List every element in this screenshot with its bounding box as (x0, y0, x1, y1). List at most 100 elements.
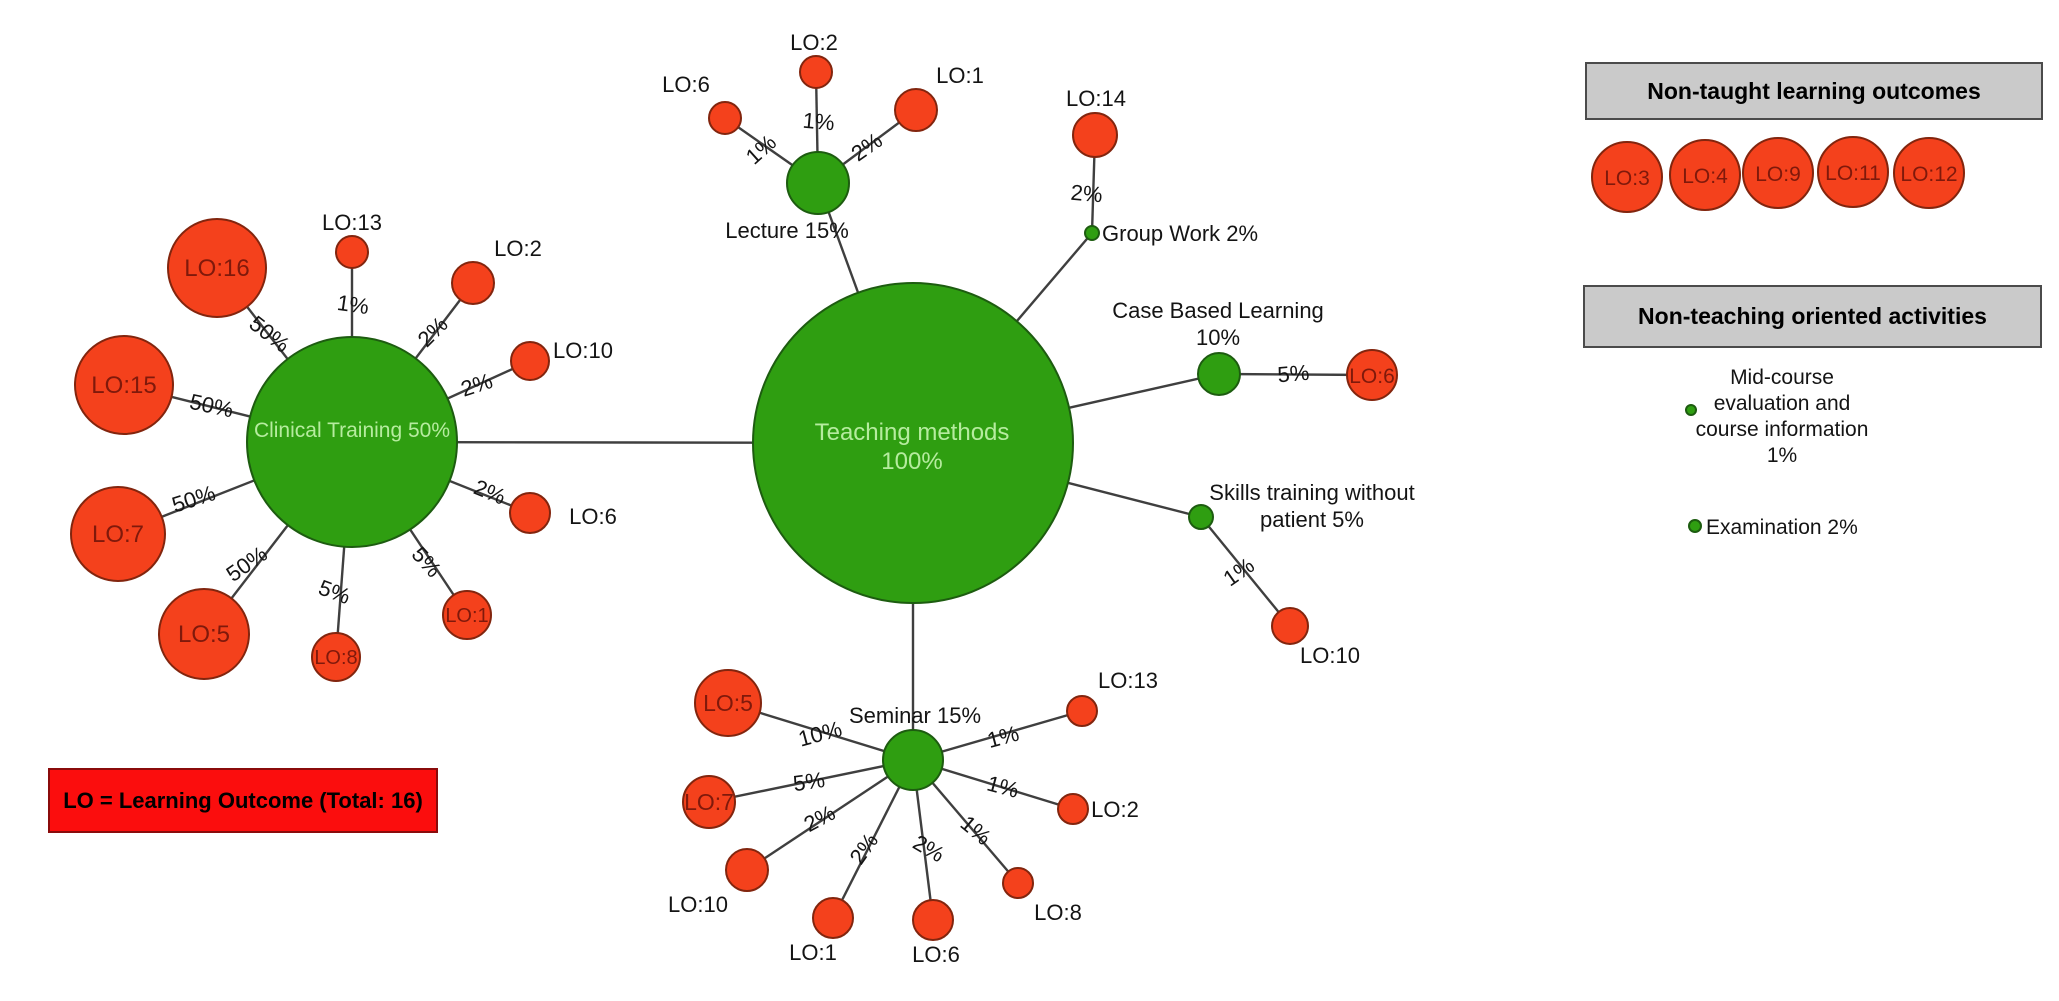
edge-label-case-based-learning-cbl-lo6: 5% (1276, 360, 1310, 388)
sem-lo6-label: LO:6 (912, 942, 960, 967)
gw-lo14-label: LO:14 (1066, 86, 1126, 111)
sem-lo1-circle (812, 897, 854, 939)
lec-lo2-label: LO:2 (790, 30, 838, 55)
lec-lo1-circle (894, 88, 938, 132)
lec-lo6-circle (708, 101, 742, 135)
nt-lo9-circle (1742, 137, 1814, 209)
examination-dot-circle (1688, 519, 1702, 533)
case-based-learning-circle (1197, 352, 1241, 396)
nt-lo3-label: LO:3 (1604, 167, 1650, 190)
edge-label-clinical-training-ct-lo10: 2% (458, 368, 496, 402)
edge-label-seminar-sem-lo2: 1% (984, 771, 1021, 803)
ct-lo1-circle (442, 590, 492, 640)
group-work-label: Group Work 2% (1102, 221, 1258, 246)
ct-lo2-circle (451, 261, 495, 305)
lec-lo6-label: LO:6 (662, 72, 710, 97)
sem-lo8-circle (1002, 867, 1034, 899)
case-based-learning-label: Case Based Learning 10% (1112, 298, 1324, 350)
sem-lo6-circle (912, 899, 954, 941)
lec-lo1-label: LO:1 (936, 63, 984, 88)
cbl-lo6-label: LO:6 (1349, 365, 1395, 388)
sem-lo10-circle (725, 848, 769, 892)
sem-lo2-label: LO:2 (1091, 797, 1139, 822)
edge-label-seminar-sem-lo6: 2% (909, 830, 949, 868)
skills-training-circle (1188, 504, 1214, 530)
sem-lo2-circle (1057, 793, 1089, 825)
ct-lo8-circle (311, 632, 361, 682)
sem-lo7-label: LO:7 (684, 789, 734, 815)
st-lo10-circle (1271, 607, 1309, 645)
sem-lo7-circle (682, 775, 736, 829)
midcourse-label: Mid-course evaluation and course informati… (1696, 366, 1869, 467)
nt-lo3-circle (1591, 141, 1663, 213)
ct-lo2-label: LO:2 (494, 236, 542, 261)
sem-lo13-label: LO:13 (1098, 668, 1158, 693)
nt-lo4-circle (1669, 139, 1741, 211)
ct-lo13-label: LO:13 (322, 210, 382, 235)
ct-lo10-label: LO:10 (553, 338, 613, 363)
teaching-methods-circle (752, 282, 1074, 604)
ct-lo16-label: LO:16 (184, 255, 249, 282)
ct-lo10-circle (510, 341, 550, 381)
edge-label-seminar-sem-lo1: 2% (844, 829, 883, 869)
non-teaching-activities-header: Non-teaching oriented activities (1583, 285, 2042, 348)
edge-label-skills-training-st-lo10: 1% (1219, 552, 1259, 591)
sem-lo5-circle (694, 669, 762, 737)
edge-label-clinical-training-ct-lo8: 5% (315, 575, 353, 609)
lecture-label: Lecture 15% (725, 218, 849, 243)
sem-lo1-label: LO:1 (789, 940, 837, 965)
edge-label-seminar-sem-lo5: 10% (796, 716, 845, 752)
ct-lo5-circle (158, 588, 250, 680)
group-work-circle (1084, 225, 1100, 241)
nt-lo9-label: LO:9 (1755, 163, 1801, 186)
ct-lo7-circle (70, 486, 166, 582)
non-taught-outcomes-header: Non-taught learning outcomes (1585, 62, 2043, 120)
edge-label-clinical-training-ct-lo6: 2% (470, 475, 509, 510)
edge-label-seminar-sem-lo7: 5% (791, 767, 826, 796)
sem-lo5-label: LO:5 (703, 690, 753, 716)
nt-lo12-label: LO:12 (1900, 163, 1957, 186)
seminar-circle (882, 729, 944, 791)
ct-lo15-circle (74, 335, 174, 435)
edge-seminar-sem-lo7 (708, 758, 914, 804)
edge-label-seminar-sem-lo13: 1% (984, 721, 1021, 753)
sem-lo13-circle (1066, 695, 1098, 727)
ct-lo15-label: LO:15 (91, 372, 156, 399)
clinical-training-label: Clinical Training 50% (254, 419, 450, 442)
ct-lo7-label: LO:7 (92, 521, 144, 548)
st-lo10-label: LO:10 (1300, 643, 1360, 668)
seminar-label: Seminar 15% (849, 703, 981, 728)
nt-lo4-label: LO:4 (1682, 165, 1728, 188)
edge-seminar-sem-lo10 (746, 758, 914, 872)
edge-label-lecture-lec-lo1: 2% (847, 127, 887, 166)
edge-skills-training-st-lo10 (1200, 516, 1291, 627)
midcourse-dot-circle (1685, 404, 1697, 416)
gw-lo14-circle (1072, 112, 1118, 158)
edge-label-clinical-training-ct-lo13: 1% (336, 290, 371, 319)
edge-label-clinical-training-ct-lo16: 50% (245, 311, 295, 358)
nt-lo11-circle (1817, 136, 1889, 208)
edge-label-clinical-training-ct-lo7: 50% (169, 480, 219, 517)
ct-lo16-circle (167, 218, 267, 318)
edge-label-lecture-lec-lo2: 1% (802, 108, 836, 136)
lec-lo2-circle (799, 55, 833, 89)
ct-lo5-label: LO:5 (178, 621, 230, 648)
skills-training-label: Skills training without patient 5% (1209, 480, 1414, 532)
edge-label-lecture-lec-lo6: 1% (741, 129, 781, 169)
ct-lo8-label: LO:8 (314, 647, 357, 669)
examination-label: Examination 2% (1706, 516, 1858, 539)
sem-lo10-label: LO:10 (668, 892, 728, 917)
clinical-training-circle (246, 336, 458, 548)
nt-lo12-circle (1893, 137, 1965, 209)
cbl-lo6-circle (1346, 349, 1398, 401)
ct-lo1-label: LO:1 (445, 605, 488, 627)
teaching-methods-label: Teaching methods 100% (815, 419, 1010, 475)
edge-label-clinical-training-ct-lo15: 50% (187, 389, 235, 423)
nt-lo11-label: LO:11 (1825, 162, 1881, 185)
edge-label-group-work-gw-lo14: 2% (1070, 180, 1104, 208)
ct-lo6-label: LO:6 (569, 504, 617, 529)
ct-lo6-circle (509, 492, 551, 534)
lo-legend-box: LO = Learning Outcome (Total: 16) (48, 768, 438, 833)
